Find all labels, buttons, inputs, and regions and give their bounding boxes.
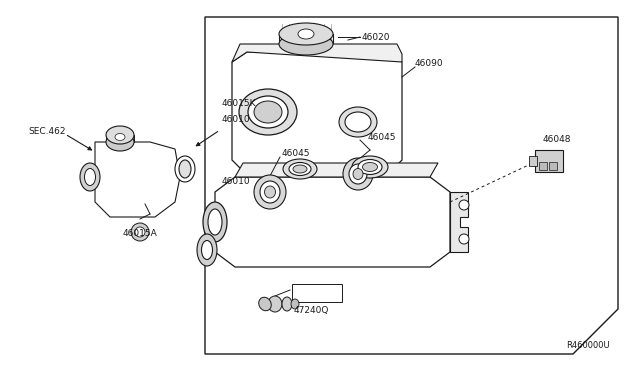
Ellipse shape [339, 107, 377, 137]
Text: 46015A: 46015A [123, 230, 157, 238]
Ellipse shape [115, 134, 125, 141]
Ellipse shape [260, 181, 280, 203]
Ellipse shape [291, 299, 299, 309]
Bar [292, 284, 342, 302]
Polygon shape [95, 142, 180, 217]
Text: 46045: 46045 [282, 150, 310, 158]
Ellipse shape [279, 33, 333, 55]
Ellipse shape [343, 158, 373, 190]
Ellipse shape [298, 29, 314, 39]
Ellipse shape [239, 89, 297, 135]
Circle shape [459, 200, 469, 210]
Ellipse shape [268, 296, 282, 312]
Ellipse shape [84, 169, 95, 186]
Ellipse shape [80, 163, 100, 191]
Ellipse shape [202, 241, 212, 260]
Polygon shape [235, 163, 438, 177]
Text: 46010: 46010 [222, 115, 251, 125]
Ellipse shape [349, 164, 367, 184]
Ellipse shape [283, 159, 317, 179]
Ellipse shape [345, 112, 371, 132]
Text: 46010: 46010 [222, 177, 251, 186]
Ellipse shape [279, 23, 333, 45]
Ellipse shape [259, 297, 271, 311]
Ellipse shape [248, 96, 288, 128]
Bar [535, 150, 563, 172]
Ellipse shape [362, 163, 378, 171]
Ellipse shape [203, 202, 227, 242]
Ellipse shape [197, 234, 217, 266]
Ellipse shape [353, 169, 363, 180]
Circle shape [131, 223, 149, 241]
Polygon shape [232, 44, 402, 62]
Polygon shape [215, 177, 450, 267]
Text: 46090: 46090 [415, 60, 444, 68]
Text: 46020: 46020 [362, 32, 390, 42]
Bar [539, 162, 547, 170]
Text: 47240Q: 47240Q [294, 305, 330, 314]
Bar [529, 156, 537, 166]
Ellipse shape [175, 156, 195, 182]
Text: 46015K: 46015K [222, 99, 257, 109]
Ellipse shape [289, 163, 311, 176]
Text: 46045: 46045 [368, 134, 397, 142]
Text: SEC.462: SEC.462 [28, 128, 65, 137]
Ellipse shape [179, 160, 191, 178]
Polygon shape [205, 17, 618, 354]
Ellipse shape [293, 165, 307, 173]
Ellipse shape [282, 297, 292, 311]
Bar [549, 162, 557, 170]
Ellipse shape [254, 175, 286, 209]
Circle shape [459, 234, 469, 244]
Polygon shape [450, 192, 468, 252]
Ellipse shape [106, 133, 134, 151]
Ellipse shape [264, 186, 275, 198]
Polygon shape [232, 52, 402, 172]
Ellipse shape [352, 156, 388, 178]
Text: 46048: 46048 [543, 135, 572, 144]
Ellipse shape [358, 160, 382, 174]
Text: R460000U: R460000U [566, 341, 610, 350]
Ellipse shape [106, 126, 134, 144]
Ellipse shape [254, 101, 282, 123]
Ellipse shape [208, 209, 222, 235]
Circle shape [135, 227, 145, 237]
